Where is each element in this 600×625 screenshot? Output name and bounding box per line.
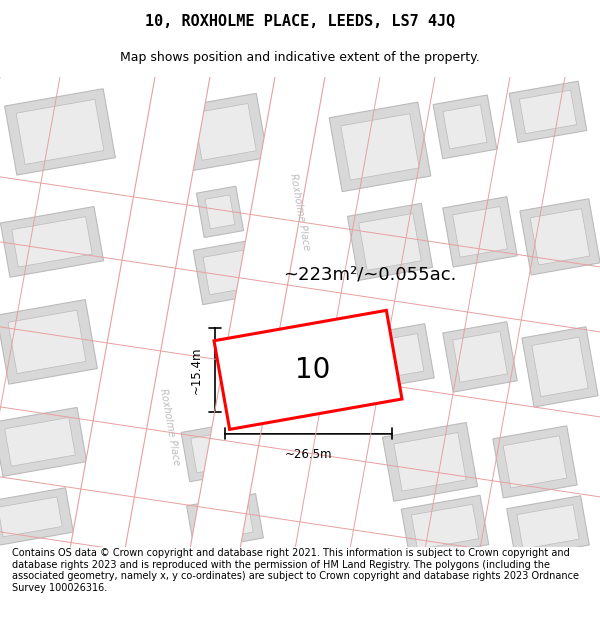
Polygon shape — [383, 422, 478, 501]
Polygon shape — [452, 206, 508, 258]
Polygon shape — [452, 331, 508, 382]
Polygon shape — [0, 497, 62, 537]
Text: ~15.4m: ~15.4m — [190, 346, 203, 394]
Polygon shape — [341, 114, 419, 180]
Text: Roxholme Place: Roxholme Place — [289, 173, 311, 251]
Polygon shape — [530, 209, 590, 265]
Polygon shape — [191, 431, 239, 473]
Polygon shape — [401, 495, 489, 559]
Text: 10: 10 — [295, 356, 331, 384]
Polygon shape — [517, 505, 579, 549]
Polygon shape — [203, 249, 257, 295]
Text: 10, ROXHOLME PLACE, LEEDS, LS7 4JQ: 10, ROXHOLME PLACE, LEEDS, LS7 4JQ — [145, 14, 455, 29]
Polygon shape — [5, 418, 76, 466]
Polygon shape — [532, 337, 588, 397]
Polygon shape — [359, 214, 421, 270]
Text: ~223m²/~0.055ac.: ~223m²/~0.055ac. — [283, 266, 457, 284]
Polygon shape — [0, 299, 97, 384]
Text: Roxholme Place: Roxholme Place — [158, 388, 182, 466]
Polygon shape — [214, 311, 402, 429]
Polygon shape — [16, 99, 104, 164]
Text: Map shows position and indicative extent of the property.: Map shows position and indicative extent… — [120, 51, 480, 64]
Polygon shape — [182, 93, 268, 171]
Polygon shape — [70, 77, 210, 547]
Polygon shape — [12, 217, 92, 267]
Polygon shape — [1, 206, 104, 278]
Text: Contains OS data © Crown copyright and database right 2021. This information is : Contains OS data © Crown copyright and d… — [12, 548, 579, 593]
Polygon shape — [366, 334, 424, 380]
Polygon shape — [394, 432, 466, 491]
Polygon shape — [5, 89, 115, 175]
Polygon shape — [181, 422, 249, 482]
Polygon shape — [205, 195, 235, 229]
Text: ~26.5m: ~26.5m — [285, 448, 332, 461]
Polygon shape — [347, 203, 433, 281]
Polygon shape — [194, 104, 256, 160]
Polygon shape — [8, 310, 86, 374]
Polygon shape — [443, 105, 487, 149]
Polygon shape — [356, 324, 434, 390]
Polygon shape — [197, 503, 253, 541]
Polygon shape — [443, 322, 517, 392]
Polygon shape — [187, 494, 263, 550]
Polygon shape — [520, 90, 577, 134]
Polygon shape — [507, 496, 589, 558]
Polygon shape — [503, 436, 567, 488]
Polygon shape — [0, 408, 86, 476]
Polygon shape — [522, 327, 598, 407]
Polygon shape — [0, 488, 73, 546]
Polygon shape — [433, 95, 497, 159]
Polygon shape — [509, 81, 587, 142]
Polygon shape — [329, 102, 431, 192]
Polygon shape — [493, 426, 577, 498]
Polygon shape — [412, 504, 479, 549]
Polygon shape — [190, 77, 325, 547]
Polygon shape — [443, 197, 517, 267]
Polygon shape — [196, 186, 244, 238]
Polygon shape — [193, 239, 267, 304]
Polygon shape — [520, 199, 600, 275]
